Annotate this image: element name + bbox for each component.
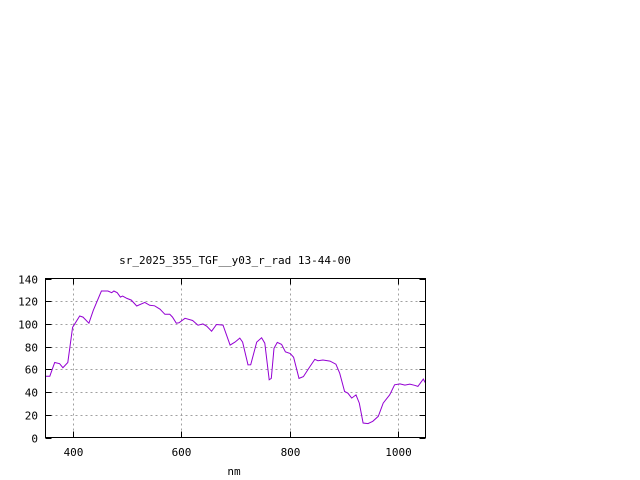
chart-title: sr_2025_355_TGF__y03_r_rad 13-44-00 (119, 254, 351, 267)
y-tick-label: 100 (18, 319, 38, 332)
y-tick-label: 0 (31, 433, 38, 446)
x-axis-label: nm (227, 465, 241, 478)
tick-labels: 400 600 800 1000 0 20 40 60 80 100 120 140 (18, 274, 412, 460)
y-tick-label: 20 (25, 410, 38, 423)
y-tick-label: 60 (25, 364, 38, 377)
x-tick-label: 1000 (385, 446, 412, 459)
y-tick-label: 120 (18, 296, 38, 309)
grid (45, 278, 426, 438)
ticks (45, 278, 426, 439)
x-tick-label: 600 (172, 446, 192, 459)
plot-frame (45, 278, 426, 438)
x-tick-label: 800 (281, 446, 301, 459)
x-tick-label: 400 (64, 446, 84, 459)
y-tick-label: 80 (25, 342, 38, 355)
series-line (45, 290, 426, 425)
y-tick-label: 140 (18, 274, 38, 287)
y-tick-label: 40 (25, 387, 38, 400)
